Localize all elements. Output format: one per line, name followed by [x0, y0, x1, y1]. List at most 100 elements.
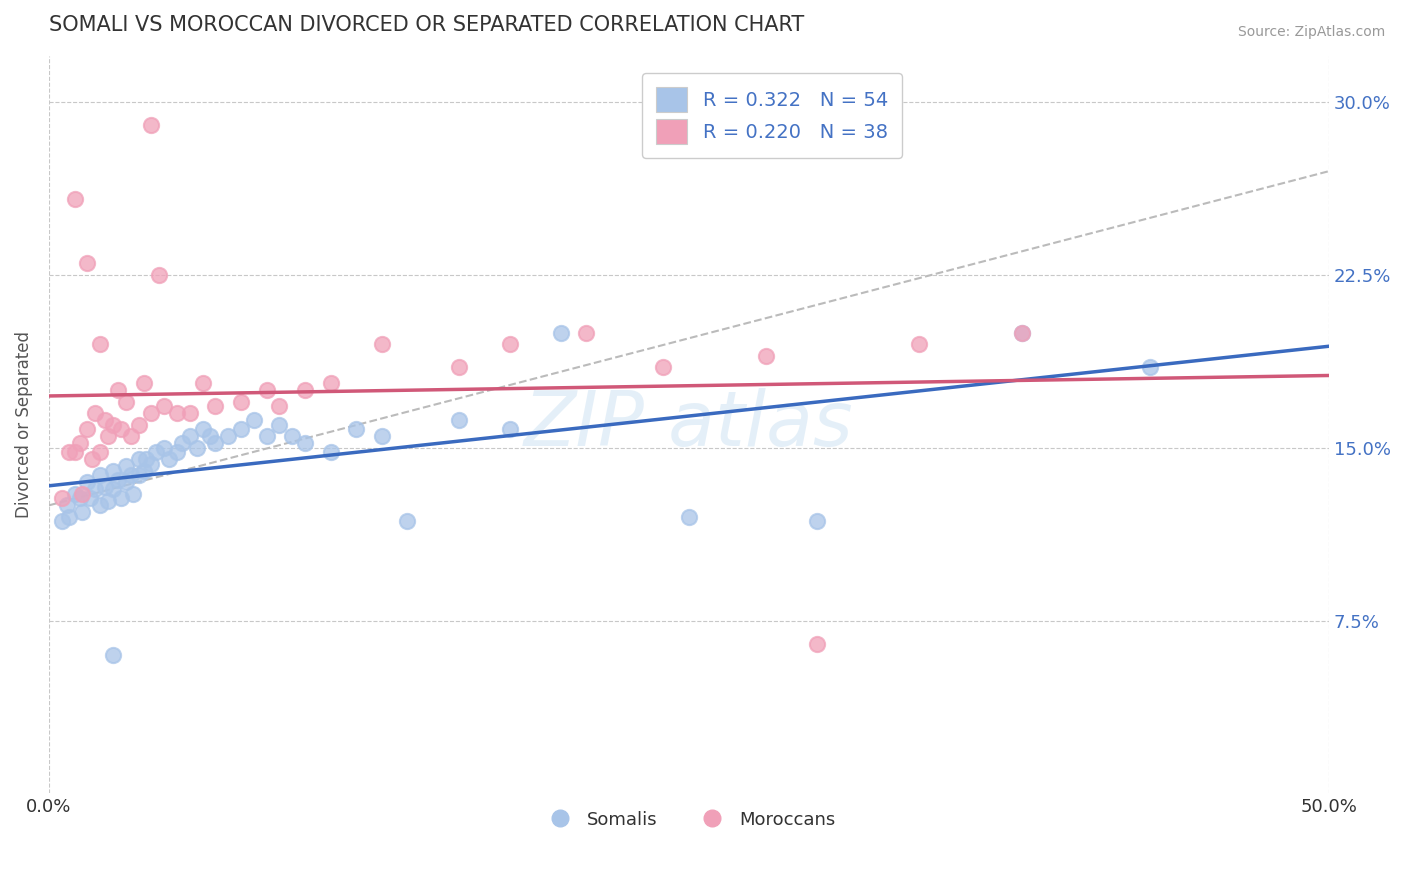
Point [135, 452, 157, 467]
Point [107, 383, 129, 397]
Point [1011, 326, 1033, 340]
Point [97, 429, 120, 443]
Point [1139, 360, 1161, 375]
Point [204, 436, 226, 450]
Point [84, 406, 107, 420]
Point [120, 429, 142, 443]
Point [191, 376, 214, 391]
Point [97, 493, 120, 508]
Point [141, 118, 163, 132]
Point [58, 445, 80, 459]
Point [319, 445, 342, 459]
Point [128, 452, 150, 467]
Point [107, 473, 129, 487]
Point [84, 482, 107, 496]
Point [89, 337, 111, 351]
Point [166, 445, 188, 459]
Point [56, 499, 79, 513]
Point [70, 505, 93, 519]
Point [652, 360, 675, 375]
Point [58, 509, 80, 524]
Point [114, 475, 136, 490]
Point [170, 436, 193, 450]
Point [51, 515, 73, 529]
Point [1011, 326, 1033, 340]
Point [76, 256, 98, 270]
Point [148, 268, 170, 282]
Point [179, 429, 201, 443]
Point [94, 480, 117, 494]
Point [122, 487, 145, 501]
Point [89, 499, 111, 513]
Point [806, 515, 828, 529]
Point [575, 326, 598, 340]
Point [63, 445, 86, 459]
Point [94, 413, 117, 427]
Point [281, 429, 304, 443]
Point [128, 468, 150, 483]
Point [499, 422, 522, 436]
Point [217, 429, 239, 443]
Point [229, 422, 252, 436]
Point [63, 487, 86, 501]
Point [76, 475, 98, 490]
Point [51, 491, 73, 506]
Point [101, 417, 124, 432]
Point [114, 459, 136, 474]
Point [153, 399, 176, 413]
Point [110, 491, 132, 506]
Point [294, 436, 316, 450]
Point [166, 406, 188, 420]
Point [447, 413, 470, 427]
Point [145, 445, 167, 459]
Y-axis label: Divorced or Separated: Divorced or Separated [15, 331, 32, 518]
Point [132, 464, 155, 478]
Point [63, 192, 86, 206]
Text: Source: ZipAtlas.com: Source: ZipAtlas.com [1237, 25, 1385, 39]
Point [76, 422, 98, 436]
Point [806, 636, 828, 650]
Point [256, 383, 278, 397]
Point [69, 436, 91, 450]
Point [101, 464, 124, 478]
Point [101, 482, 124, 496]
Point [256, 429, 278, 443]
Point [132, 376, 155, 391]
Point [70, 487, 93, 501]
Point [396, 515, 419, 529]
Point [229, 394, 252, 409]
Point [114, 394, 136, 409]
Point [269, 417, 291, 432]
Point [344, 422, 367, 436]
Point [294, 383, 316, 397]
Point [89, 445, 111, 459]
Point [200, 429, 222, 443]
Point [128, 417, 150, 432]
Text: SOMALI VS MOROCCAN DIVORCED OR SEPARATED CORRELATION CHART: SOMALI VS MOROCCAN DIVORCED OR SEPARATED… [49, 15, 804, 35]
Point [269, 399, 291, 413]
Point [447, 360, 470, 375]
Point [120, 468, 142, 483]
Point [89, 468, 111, 483]
Point [141, 457, 163, 471]
Point [242, 413, 264, 427]
Point [678, 509, 700, 524]
Point [191, 422, 214, 436]
Point [101, 648, 124, 662]
Point [370, 429, 392, 443]
Text: ZIP atlas: ZIP atlas [524, 388, 853, 462]
Point [153, 441, 176, 455]
Point [79, 491, 101, 506]
Point [141, 406, 163, 420]
Point [370, 337, 392, 351]
Legend: Somalis, Moroccans: Somalis, Moroccans [536, 804, 842, 836]
Point [319, 376, 342, 391]
Point [186, 441, 208, 455]
Point [110, 422, 132, 436]
Point [157, 452, 180, 467]
Point [550, 326, 572, 340]
Point [179, 406, 201, 420]
Point [755, 349, 778, 363]
Point [908, 337, 931, 351]
Point [499, 337, 522, 351]
